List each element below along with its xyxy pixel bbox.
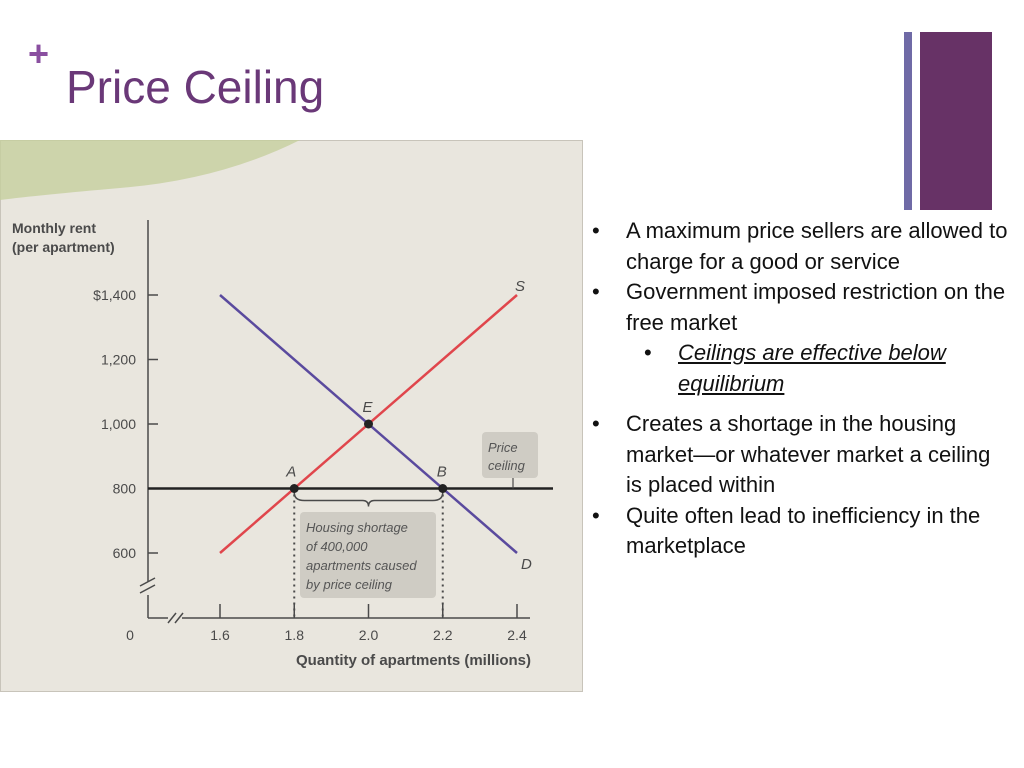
y-tick-label: 1,200 [101,352,136,368]
sub-bullet-text: Ceilings are effective below equilibrium [678,340,946,396]
y-axis-label: Monthly rent [12,220,96,236]
bullet-item: • A maximum price sellers are allowed to … [592,216,1012,277]
ceiling-label-box [482,432,538,478]
y-axis-label: (per apartment) [12,239,115,255]
plus-icon: + [28,33,50,74]
bullet-text: Government imposed restriction on the fr… [626,279,1006,335]
x-axis-break [167,612,177,624]
bullet-list: • A maximum price sellers are allowed to … [592,216,1012,562]
ceiling-label: Price [488,440,518,455]
curve-label-s: S [515,278,525,295]
bullet-dot: • [592,502,600,528]
bullet-dot: • [592,279,600,304]
bullet-item: • Government imposed restriction on the f… [592,277,1012,338]
chart-photo: Monthly rent (per apartment) 600 800 1,000 1,… [0,140,583,692]
shortage-annotation: by price ceiling [306,577,393,592]
bullet-item: • Quite often lead to inefficiency in the… [592,501,1012,562]
x-axis-break [174,612,184,624]
x-tick-label: 2.4 [507,627,527,643]
point-a [289,484,299,493]
point-b [438,484,448,493]
y-tick-label: 1,000 [101,416,136,432]
sub-bullet-item: • Ceilings are effective below equilibriu… [592,338,1012,399]
y-axis-break [139,577,156,587]
y-axis-break [139,584,156,594]
shortage-annotation: apartments caused [306,558,417,573]
accent-bar-thick [920,32,992,210]
point-label-a: A [285,464,296,481]
bullet-dot: • [644,340,652,365]
x-axis-label: Quantity of apartments (millions) [296,652,531,669]
point-label-e: E [363,399,374,416]
accent-bar-thin [904,32,912,210]
slide-title: Price Ceiling [66,61,325,113]
bullet-text: Creates a shortage in the housing market… [626,411,991,497]
curve-label-d: D [521,556,532,573]
bullet-item: • Creates a shortage in the housing marke… [592,409,1012,501]
bullet-dot: • [592,411,600,436]
bullet-dot: • [592,218,600,243]
bullet-text: Quite often lead to inefficiency in the … [626,502,981,559]
shortage-annotation: of 400,000 [306,539,368,554]
x-tick-label: 1.6 [210,627,230,643]
y-tick-label: $1,400 [93,287,136,303]
shortage-annotation: Housing shortage [306,520,408,535]
ceiling-label: ceiling [488,458,526,473]
shortage-bracket [293,492,444,507]
point-e [364,419,373,429]
x-tick-label: 1.8 [285,627,305,643]
origin-label: 0 [126,627,134,643]
y-tick-label: 600 [113,545,137,561]
shortage-annotation-box [300,512,436,598]
point-label-b: B [437,464,447,481]
y-tick-label: 800 [113,481,137,497]
x-tick-label: 2.0 [359,627,379,643]
price-ceiling-chart: Monthly rent (per apartment) 600 800 1,000 1,… [0,140,583,692]
bullet-text: A maximum price sellers are allowed to c… [626,218,1008,274]
x-tick-label: 2.2 [433,627,453,643]
